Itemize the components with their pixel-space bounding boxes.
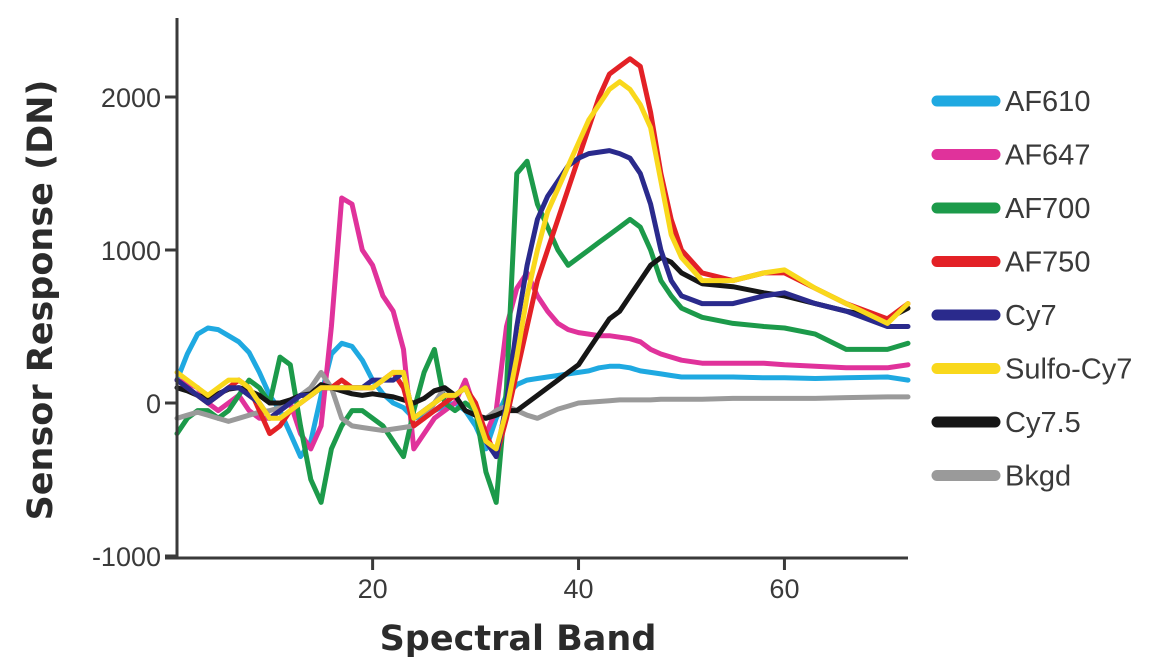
axes-group: -1000 0 1000 2000 20 40 60	[92, 18, 908, 604]
legend: AF610 AF647 AF700 AF750 Cy7 Sulfo-Cy7 Cy7.5 Bkg…	[931, 86, 1132, 493]
y-tick-label: 0	[146, 389, 161, 419]
x-tick-label: 20	[358, 574, 388, 604]
legend-label: Bkgd	[1005, 461, 1071, 493]
y-ticks: -1000 0 1000 2000	[92, 83, 177, 572]
legend-label: Cy7.5	[1005, 407, 1081, 439]
legend-label: AF750	[1005, 247, 1090, 279]
x-tick-label: 40	[564, 574, 594, 604]
y-tick-label: -1000	[92, 542, 161, 572]
legend-label: Sulfo-Cy7	[1005, 354, 1132, 386]
legend-item: Sulfo-Cy7	[931, 354, 1132, 386]
legend-label: AF610	[1005, 86, 1090, 118]
legend-item: AF700	[931, 193, 1090, 225]
y-tick-label: 2000	[101, 83, 161, 113]
series-line-af700	[174, 158, 911, 505]
legend-label: AF647	[1005, 140, 1090, 172]
legend-label: AF700	[1005, 193, 1090, 225]
legend-item: AF647	[931, 140, 1090, 172]
plot-series-group	[174, 56, 911, 505]
y-tick-label: 1000	[101, 236, 161, 266]
y-axis-title: Sensor Response (DN)	[21, 80, 61, 521]
legend-item: Cy7	[931, 300, 1057, 332]
x-tick-label: 60	[769, 574, 799, 604]
x-ticks: 20 40 60	[358, 558, 799, 604]
x-axis-title: Spectral Band	[380, 619, 657, 659]
legend-label: Cy7	[1005, 300, 1057, 332]
legend-item: AF750	[931, 247, 1090, 279]
legend-item: Cy7.5	[931, 407, 1081, 439]
legend-item: AF610	[931, 86, 1090, 118]
series-line-sulfo-cy7	[174, 79, 911, 452]
legend-item: Bkgd	[931, 461, 1071, 493]
